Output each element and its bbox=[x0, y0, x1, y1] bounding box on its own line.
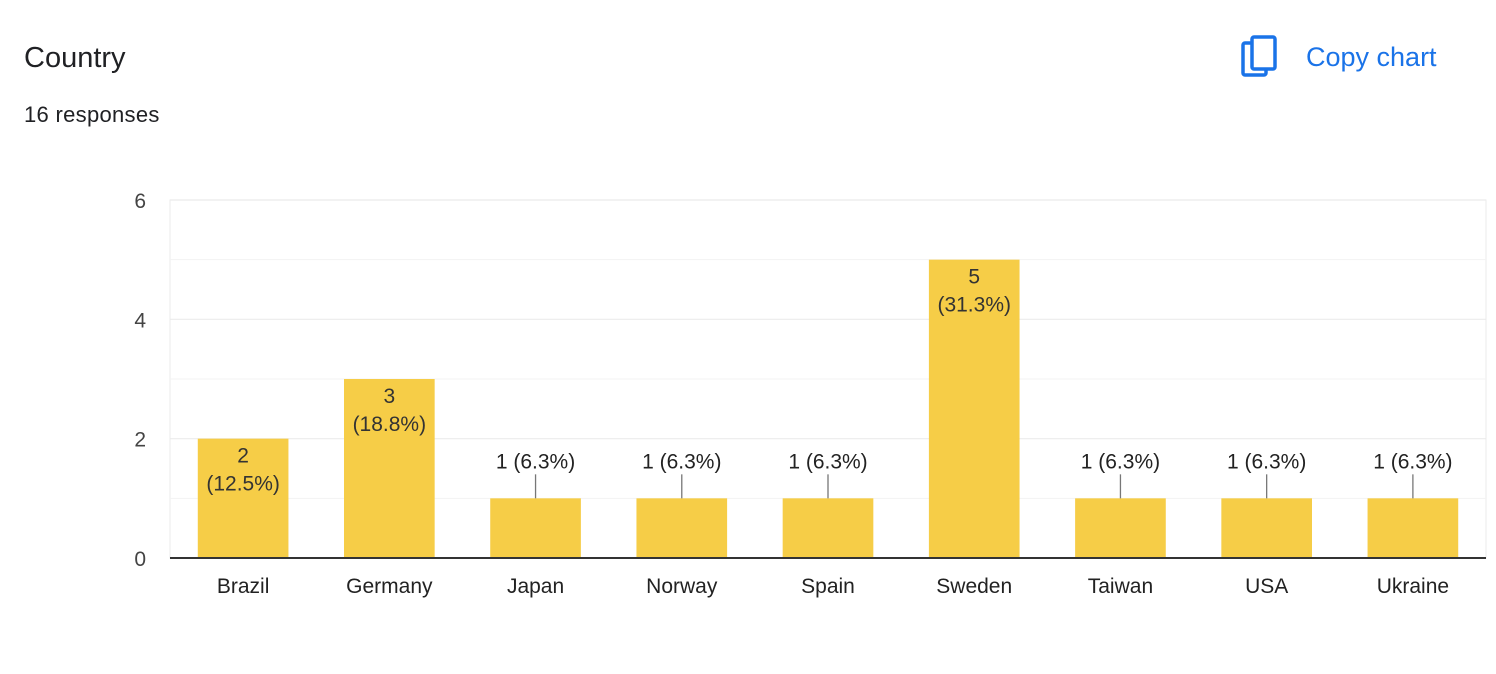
x-tick-label: Japan bbox=[507, 575, 564, 598]
bar bbox=[490, 498, 581, 558]
bar bbox=[344, 379, 435, 558]
data-label: (12.5%) bbox=[206, 473, 280, 496]
y-tick-label: 4 bbox=[134, 309, 146, 332]
y-tick-label: 2 bbox=[134, 429, 146, 452]
data-label: (31.3%) bbox=[937, 294, 1011, 317]
x-tick-label: USA bbox=[1245, 575, 1288, 598]
chart-title: Country bbox=[24, 42, 126, 74]
bar bbox=[782, 498, 874, 558]
bar bbox=[928, 259, 1020, 558]
data-label: 1 (6.3%) bbox=[642, 450, 721, 473]
x-tick-label: Taiwan bbox=[1088, 575, 1153, 598]
bar bbox=[1221, 498, 1312, 558]
bar bbox=[1367, 498, 1459, 558]
response-count: 16 responses bbox=[24, 102, 160, 127]
copy-chart-label: Copy chart bbox=[1306, 41, 1437, 72]
data-label: 1 (6.3%) bbox=[1373, 450, 1452, 473]
y-tick-label: 6 bbox=[134, 190, 146, 213]
x-tick-label: Norway bbox=[646, 575, 718, 598]
data-label: 1 (6.3%) bbox=[1227, 450, 1306, 473]
copy-icon bbox=[1240, 34, 1280, 80]
data-label: (18.8%) bbox=[353, 413, 427, 436]
bar bbox=[197, 438, 289, 558]
data-label: 1 (6.3%) bbox=[788, 450, 867, 473]
x-tick-label: Spain bbox=[801, 575, 855, 598]
data-label: 3 bbox=[383, 385, 395, 408]
x-tick-label: Brazil bbox=[217, 575, 270, 598]
data-label: 2 bbox=[237, 445, 249, 468]
bar bbox=[1075, 498, 1166, 558]
copy-chart-button[interactable]: Copy chart bbox=[1240, 32, 1437, 82]
x-tick-label: Germany bbox=[346, 575, 433, 598]
x-tick-label: Sweden bbox=[936, 575, 1012, 598]
data-label: 1 (6.3%) bbox=[496, 450, 575, 473]
data-label: 1 (6.3%) bbox=[1081, 450, 1160, 473]
bar bbox=[636, 498, 728, 558]
y-tick-label: 0 bbox=[134, 548, 146, 571]
data-label: 5 bbox=[968, 266, 980, 289]
x-tick-label: Ukraine bbox=[1377, 575, 1449, 598]
